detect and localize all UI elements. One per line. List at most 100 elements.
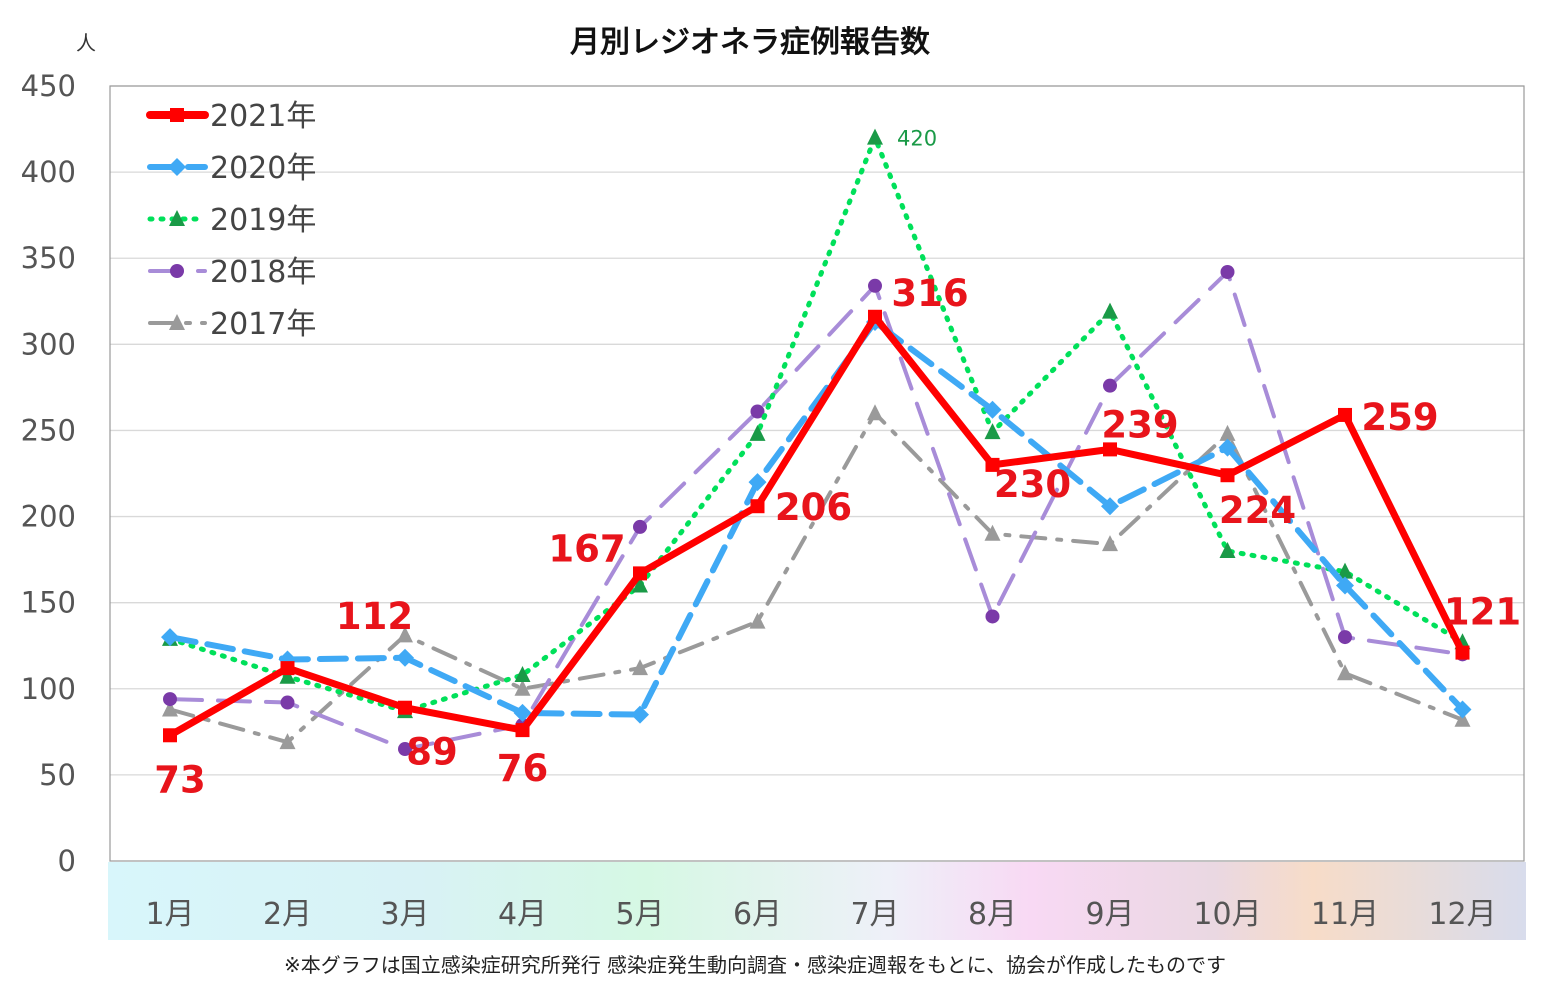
y-tick-label: 150 bbox=[21, 586, 76, 620]
y-axis: 0 50 100 150 200 250 300 350 400 450 bbox=[21, 69, 76, 878]
y-tick-label: 0 bbox=[58, 844, 76, 878]
marker-circle bbox=[868, 278, 882, 293]
marker-triangle bbox=[632, 659, 648, 676]
data-label: 121 bbox=[1444, 591, 1521, 634]
legend-label: 2019年 bbox=[210, 203, 316, 238]
data-label: 167 bbox=[548, 527, 625, 570]
marker-square bbox=[633, 566, 647, 581]
marker-triangle bbox=[162, 700, 178, 717]
marker-diamond bbox=[1453, 700, 1472, 719]
x-tick-label: 4月 bbox=[498, 897, 547, 932]
y-tick-label: 400 bbox=[21, 155, 76, 189]
x-tick-label: 8月 bbox=[968, 897, 1017, 932]
data-labels: 73 112 89 76 167 206 316 230 239 224 259 121 420 bbox=[154, 127, 1521, 802]
data-label: 259 bbox=[1361, 396, 1438, 439]
series-lines bbox=[161, 128, 1472, 757]
data-label: 206 bbox=[775, 486, 852, 529]
marker-square bbox=[1338, 407, 1352, 422]
marker-triangle bbox=[514, 679, 531, 696]
marker-square bbox=[985, 457, 1000, 472]
marker-triangle bbox=[397, 626, 413, 643]
plot-area-border bbox=[109, 85, 1525, 862]
data-label: 230 bbox=[994, 463, 1071, 506]
marker-circle bbox=[750, 404, 765, 419]
marker-diamond bbox=[396, 648, 414, 667]
marker-triangle bbox=[1102, 535, 1118, 552]
marker-triangle bbox=[632, 576, 648, 593]
series-2018年 bbox=[163, 265, 1470, 757]
data-label: 112 bbox=[336, 595, 413, 638]
legend-label: 2018年 bbox=[210, 255, 316, 290]
marker-triangle bbox=[867, 128, 883, 145]
marker-circle bbox=[1220, 265, 1235, 279]
legend-label: 2020年 bbox=[210, 151, 316, 186]
x-axis: 1月 2月 3月 4月 5月 6月 7月 8月 9月 10月 11月 12月 bbox=[145, 897, 1496, 932]
data-label: 76 bbox=[497, 747, 549, 790]
marker-circle bbox=[280, 695, 295, 710]
legend-label: 2021年 bbox=[210, 99, 316, 134]
marker-triangle bbox=[514, 666, 531, 682]
y-tick-label: 350 bbox=[21, 241, 76, 275]
marker-circle bbox=[170, 264, 184, 278]
series-2021年 bbox=[163, 309, 1470, 743]
marker-triangle bbox=[169, 314, 185, 330]
data-label: 89 bbox=[406, 731, 458, 774]
unit-label: 人 bbox=[76, 31, 96, 55]
footnote: ※本グラフは国立感染症研究所発行 感染症発生動向調査・感染症週報をもとに、協会が… bbox=[284, 953, 1226, 977]
series-line bbox=[167, 318, 1466, 718]
marker-circle bbox=[398, 742, 412, 757]
marker-square bbox=[163, 728, 177, 743]
data-label: 73 bbox=[154, 758, 206, 801]
marker-triangle bbox=[749, 424, 766, 441]
series-line bbox=[166, 313, 1466, 739]
marker-triangle bbox=[1337, 562, 1353, 579]
marker-square bbox=[1455, 645, 1470, 660]
marker-circle bbox=[1103, 378, 1117, 393]
marker-diamond bbox=[1101, 497, 1119, 516]
series-line bbox=[167, 135, 1465, 714]
marker-diamond bbox=[1218, 438, 1237, 457]
marker-circle bbox=[985, 609, 1000, 624]
marker-square bbox=[280, 661, 295, 676]
marker-triangle bbox=[279, 733, 296, 750]
x-tick-label: 5月 bbox=[615, 897, 664, 932]
y-tick-label: 250 bbox=[21, 413, 76, 447]
marker-triangle bbox=[867, 404, 883, 421]
y-tick-label: 50 bbox=[39, 758, 76, 792]
legend: 2021年 2020年 2019年 2018年 2017年 bbox=[146, 99, 316, 342]
marker-square bbox=[515, 723, 530, 738]
marker-circle bbox=[1338, 630, 1352, 645]
marker-diamond bbox=[161, 628, 179, 647]
marker-triangle bbox=[169, 210, 185, 226]
x-tick-label: 7月 bbox=[850, 897, 899, 932]
legend-item: 2020年 bbox=[147, 151, 316, 186]
x-tick-label: 1月 bbox=[145, 897, 194, 932]
marker-triangle bbox=[984, 524, 1001, 541]
marker-diamond bbox=[168, 158, 186, 176]
data-label: 316 bbox=[891, 272, 968, 315]
y-tick-label: 300 bbox=[21, 327, 76, 361]
legend-label: 2017年 bbox=[210, 307, 316, 342]
marker-diamond bbox=[748, 473, 767, 492]
marker-square bbox=[868, 309, 882, 324]
x-tick-label: 11月 bbox=[1311, 897, 1379, 932]
data-label: 239 bbox=[1101, 403, 1178, 446]
marker-square bbox=[398, 700, 412, 715]
y-tick-label: 200 bbox=[21, 500, 76, 534]
legend-item: 2017年 bbox=[148, 307, 316, 342]
marker-square bbox=[750, 499, 765, 514]
marker-diamond bbox=[983, 400, 1002, 419]
marker-triangle bbox=[1219, 542, 1236, 558]
marker-triangle bbox=[1337, 664, 1353, 681]
marker-triangle bbox=[1219, 424, 1236, 441]
marker-square bbox=[1220, 468, 1235, 483]
legend-item: 2019年 bbox=[147, 203, 316, 238]
y-tick-label: 100 bbox=[21, 672, 76, 706]
legend-item: 2018年 bbox=[148, 255, 316, 290]
x-tick-label: 9月 bbox=[1085, 897, 1134, 932]
x-tick-label: 6月 bbox=[733, 897, 782, 932]
series-line bbox=[168, 270, 1465, 752]
marker-triangle bbox=[279, 667, 296, 684]
x-tick-label: 2月 bbox=[263, 897, 312, 932]
